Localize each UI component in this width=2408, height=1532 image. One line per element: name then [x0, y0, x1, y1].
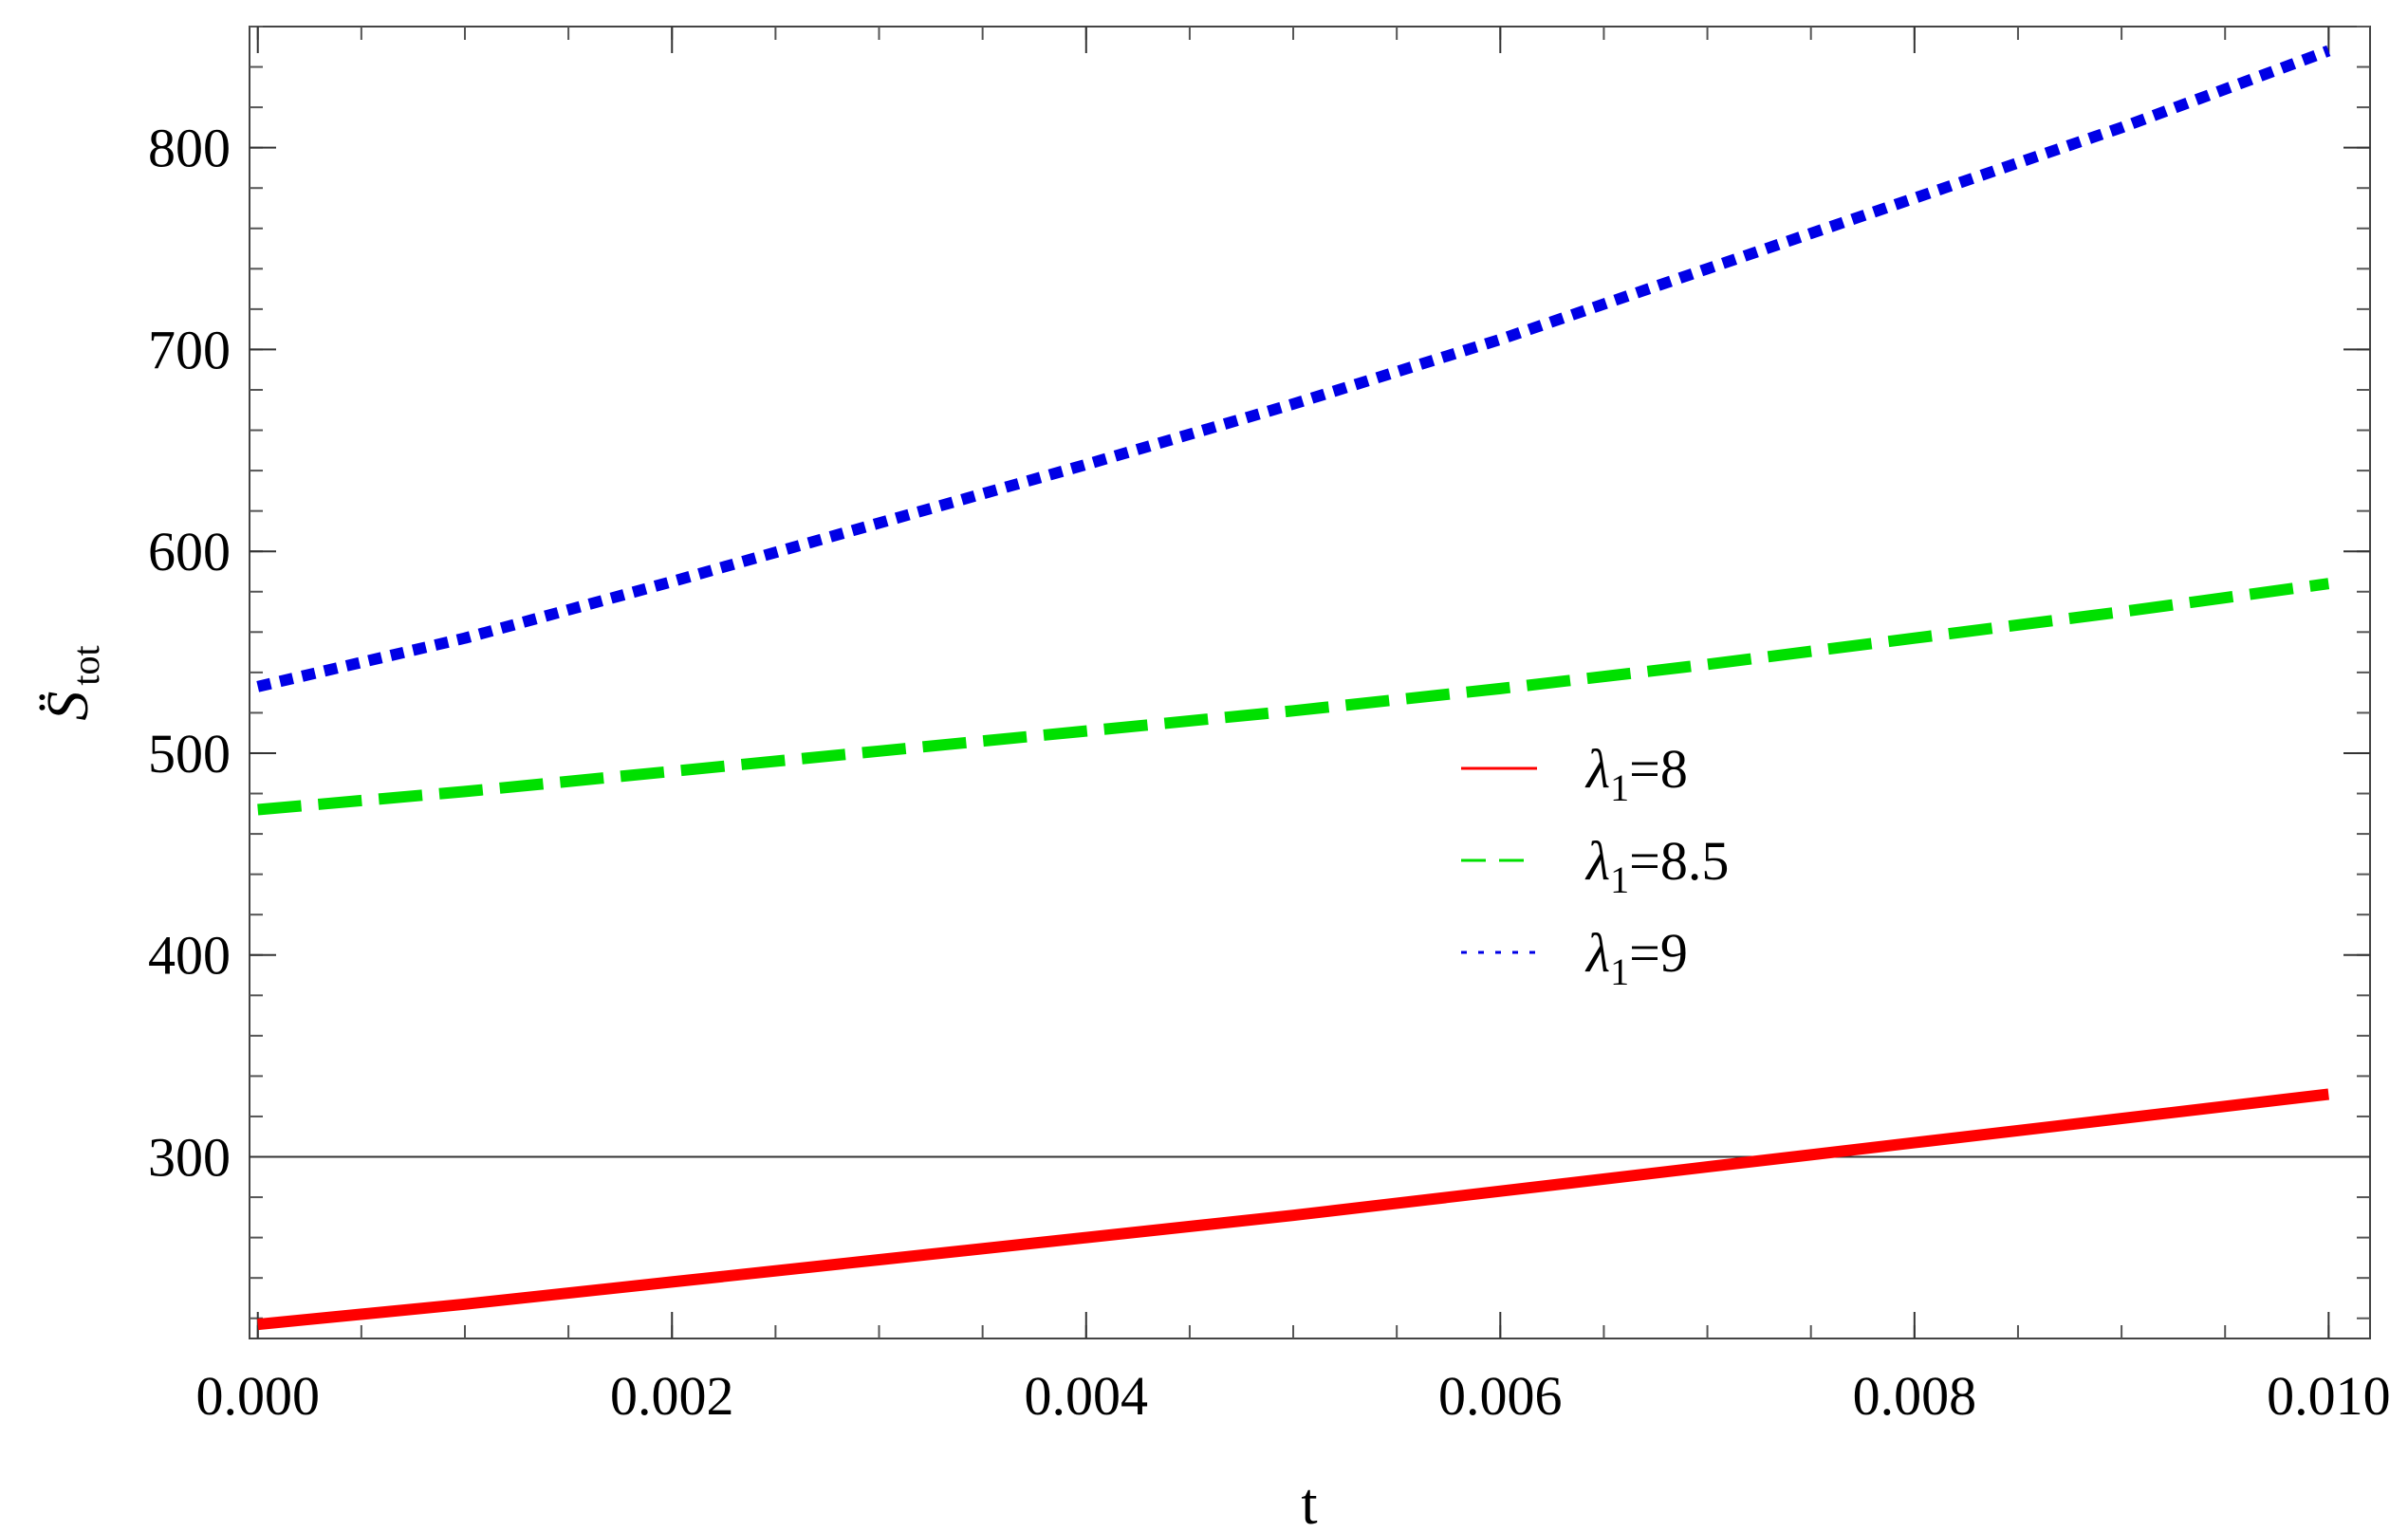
x-tick-label: 0.004 [1025, 1365, 1149, 1427]
series-layer [256, 45, 2331, 1331]
y-axis-label-sub: tot [65, 645, 107, 685]
legend: λ1=8 λ1=8.5 λ1=9 [1461, 738, 1729, 993]
legend-label-0: λ1=8 [1584, 738, 1688, 809]
y-tick-label: 500 [148, 723, 231, 784]
legend-label-2: λ1=9 [1584, 922, 1688, 993]
legend-label-1: λ1=8.5 [1584, 830, 1729, 901]
svg-text:S̈tot: S̈ tot [36, 645, 107, 720]
x-tick-label: 0.000 [195, 1365, 320, 1427]
series-line-2 [256, 45, 2331, 692]
x-tick-label: 0.010 [2267, 1365, 2391, 1427]
minor-ticks [250, 26, 2370, 1338]
x-axis-label: t [1301, 1472, 1317, 1532]
y-tick-label: 700 [148, 319, 231, 380]
y-tick-label: 800 [148, 118, 231, 179]
y-tick-label: 400 [148, 925, 231, 987]
plot-frame [249, 26, 2371, 1339]
y-axis-label: S̈ tot [36, 645, 107, 720]
major-ticks [250, 27, 2370, 1338]
y-tick-labels: 300 400 500 600 700 800 [148, 118, 231, 1189]
x-tick-label: 0.002 [610, 1365, 734, 1427]
y-axis-label-main: S̈ [36, 692, 101, 721]
x-tick-label: 0.008 [1853, 1365, 1977, 1427]
series-line-0 [257, 1088, 2329, 1331]
y-tick-label: 300 [148, 1127, 231, 1189]
series-line-1 [257, 578, 2330, 816]
x-tick-label: 0.006 [1438, 1365, 1563, 1427]
y-tick-label: 600 [148, 521, 231, 582]
x-tick-labels: 0.000 0.002 0.004 0.006 0.008 0.010 [195, 1365, 2390, 1427]
